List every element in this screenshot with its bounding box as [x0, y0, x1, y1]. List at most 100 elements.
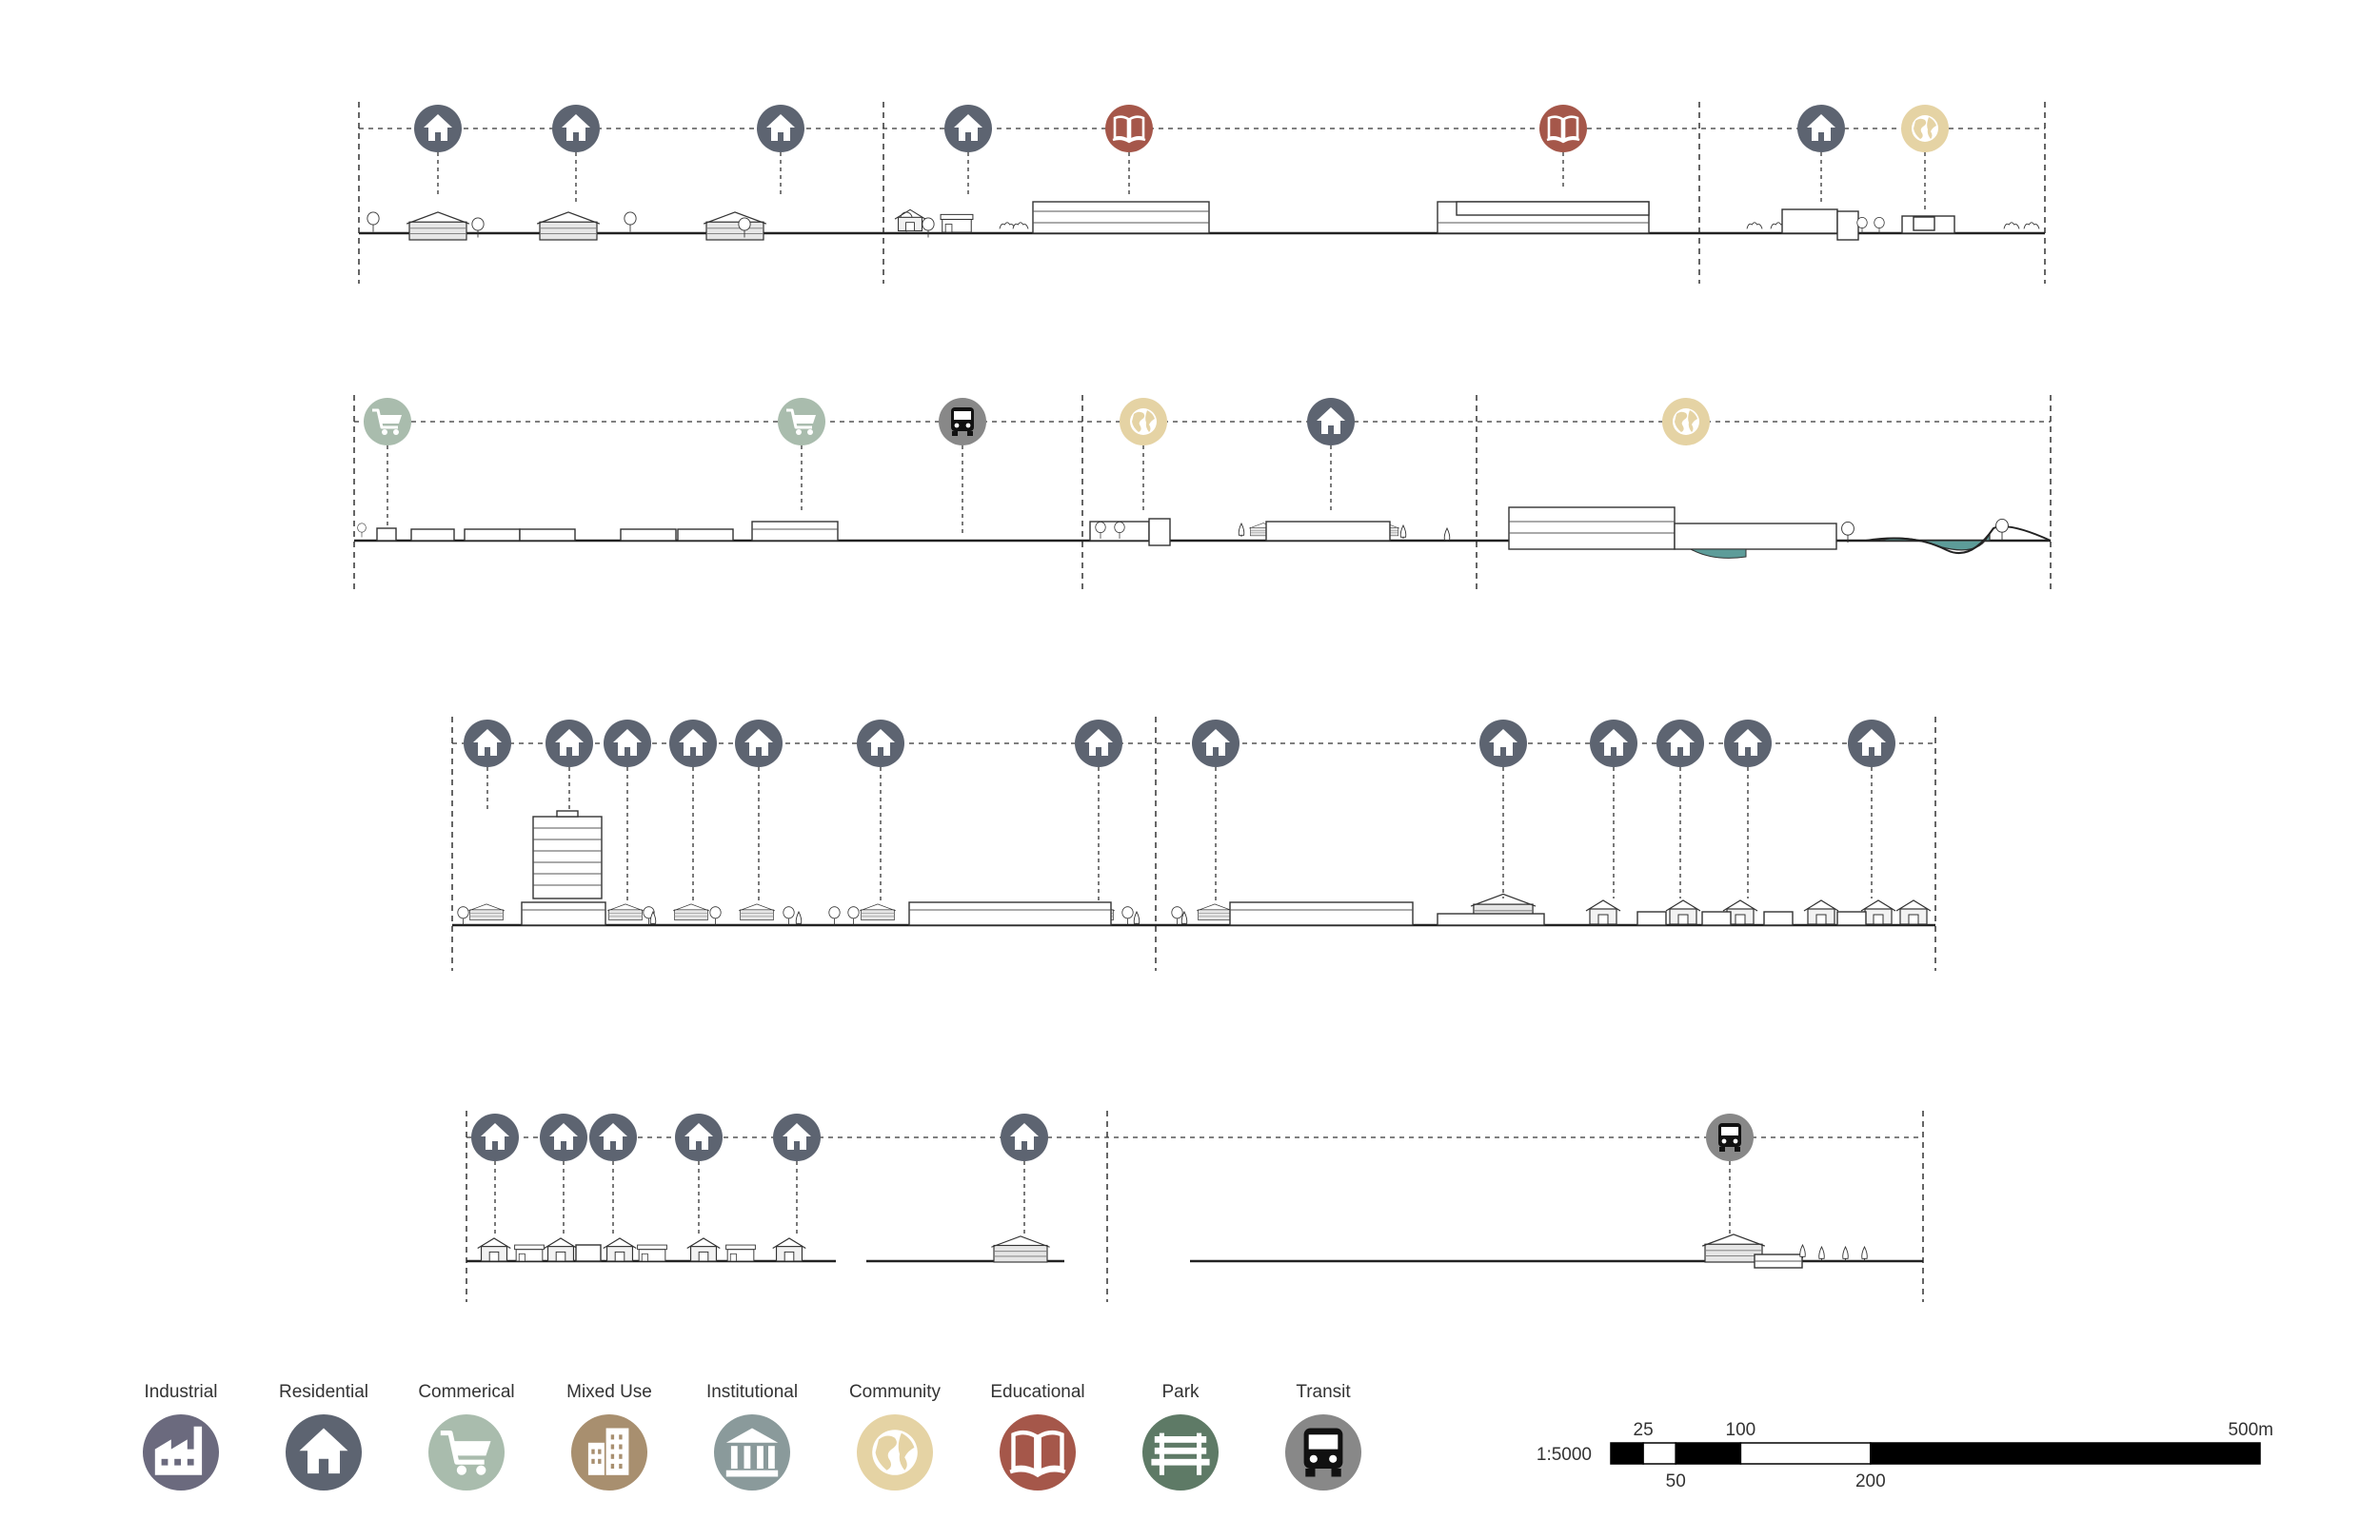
marker-residential — [735, 720, 783, 767]
house-section — [1836, 911, 1867, 926]
house-section — [544, 1237, 578, 1262]
house-section — [859, 903, 897, 921]
tree — [783, 906, 795, 926]
bollard — [1799, 1244, 1806, 1259]
shop-unit — [410, 528, 455, 542]
shrub — [2023, 222, 2040, 230]
shop-unit — [519, 528, 576, 542]
marker-residential — [757, 105, 804, 152]
house-section — [1636, 911, 1667, 926]
legend: Industrial Residential Commerical Mixed Use… — [143, 1382, 1361, 1491]
marker-residential — [1001, 1114, 1048, 1161]
house-section-base — [1437, 913, 1545, 926]
terrain-line — [1865, 525, 2052, 555]
house-section — [477, 1237, 511, 1262]
marker-residential — [1307, 398, 1355, 445]
marker-residential — [1192, 720, 1240, 767]
tree — [1121, 906, 1134, 926]
shop-unit — [620, 528, 677, 542]
shrub — [1443, 527, 1451, 543]
house-section — [1701, 911, 1732, 926]
house-section — [703, 211, 767, 241]
tree — [1874, 217, 1885, 235]
tree — [1841, 521, 1854, 543]
shop-unit — [677, 528, 734, 542]
tree — [357, 523, 367, 538]
apartment-tower — [532, 816, 603, 899]
tree — [847, 906, 860, 926]
marker-community — [1120, 398, 1167, 445]
legend-item-industrial: Industrial — [143, 1382, 219, 1491]
legend-label: Institutional — [706, 1382, 798, 1402]
apartment-tower-top — [556, 810, 579, 818]
tree — [922, 217, 935, 238]
building-section — [1781, 208, 1838, 234]
house-row — [521, 901, 606, 926]
shrub — [2003, 222, 2020, 230]
legend-item-community: Community — [849, 1382, 942, 1491]
marker-residential — [1848, 720, 1895, 767]
shrub — [1399, 524, 1407, 540]
shrub — [795, 911, 803, 926]
marker-residential — [1590, 720, 1637, 767]
scale-tick-label: 50 — [1666, 1471, 1686, 1491]
marker-residential — [669, 720, 717, 767]
marker-residential — [1724, 720, 1772, 767]
bollard — [1842, 1246, 1849, 1261]
legend-item-institutional: Institutional — [706, 1382, 798, 1491]
marker-residential — [1075, 720, 1122, 767]
bollard — [1818, 1246, 1825, 1261]
house-section — [1665, 899, 1701, 925]
bollard — [1861, 1246, 1868, 1261]
house-section — [467, 903, 506, 921]
shop-building — [751, 521, 839, 542]
marker-residential — [589, 1114, 637, 1161]
marker-commercial — [778, 398, 825, 445]
marker-residential — [471, 1114, 519, 1161]
marker-residential — [545, 720, 593, 767]
marker-educational — [1105, 105, 1153, 152]
site-sections — [353, 102, 2052, 1302]
globe-icon — [872, 1430, 918, 1475]
house-section — [514, 1244, 545, 1262]
marker-residential — [1479, 720, 1527, 767]
house-section — [1803, 899, 1839, 925]
scale-bar: 1:5000 25 100 500m 50 200 — [1537, 1420, 2273, 1491]
scale-segment — [1870, 1442, 2261, 1465]
water-body — [1690, 548, 1747, 559]
legend-label: Commerical — [418, 1382, 514, 1402]
house-section — [1585, 899, 1621, 925]
community-centre-wing — [1674, 523, 1837, 550]
house-section — [1196, 903, 1234, 921]
house-section — [1895, 899, 1932, 925]
community-centre — [1508, 506, 1676, 550]
house-section — [894, 208, 926, 232]
house-row-frame — [1265, 521, 1391, 542]
legend-item-educational: Educational — [990, 1382, 1085, 1491]
marker-transit — [939, 398, 986, 445]
community-building-window — [1913, 216, 1935, 231]
house-section — [738, 903, 776, 921]
marker-community — [1662, 398, 1710, 445]
house-section — [772, 1237, 806, 1262]
marker-residential — [552, 105, 600, 152]
marker-residential — [675, 1114, 723, 1161]
tree — [457, 906, 469, 926]
globe-icon — [1130, 408, 1157, 435]
house-section — [1763, 911, 1794, 926]
shrub — [999, 222, 1016, 230]
marker-residential — [464, 720, 511, 767]
section-2 — [353, 395, 2052, 590]
shop-unit — [464, 528, 521, 542]
marker-residential — [604, 720, 651, 767]
legend-label: Residential — [279, 1382, 368, 1402]
house-section — [672, 903, 710, 921]
legend-item-commercial: Commerical — [418, 1382, 515, 1491]
tree — [624, 211, 637, 232]
tree — [367, 211, 380, 232]
shop-unit — [376, 527, 397, 542]
legend-item-park: Park — [1142, 1382, 1219, 1491]
marker-educational — [1539, 105, 1587, 152]
shrub — [1746, 222, 1763, 230]
